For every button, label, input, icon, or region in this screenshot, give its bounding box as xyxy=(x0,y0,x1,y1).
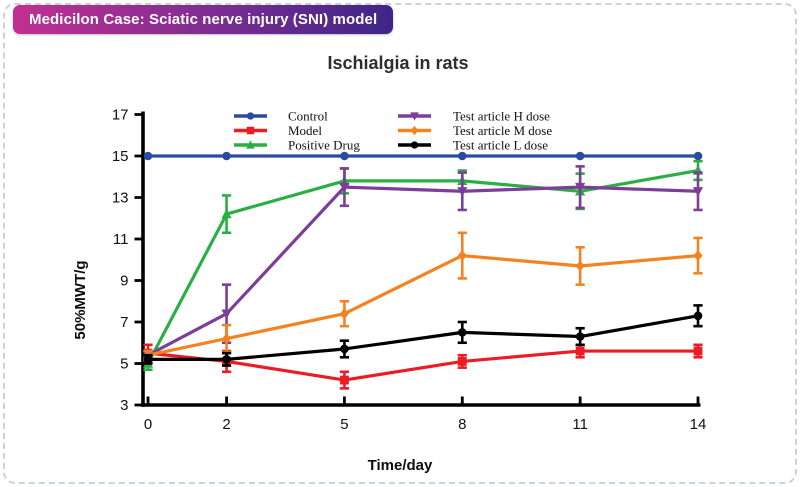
circle-marker xyxy=(340,344,349,354)
axes: 3 5 7 9 11 13 15 17 0 2 5 8 11 14 xyxy=(112,107,707,433)
x-tick-label: 11 xyxy=(572,416,588,433)
square-marker xyxy=(693,346,703,356)
triangle-down-marker xyxy=(339,182,350,193)
series-test-article-l-dose xyxy=(143,304,703,367)
x-axis-label: Time/day xyxy=(368,457,433,474)
diamond-marker xyxy=(410,125,419,136)
x-tick-label: 8 xyxy=(458,416,466,433)
diamond-marker xyxy=(575,260,585,272)
triangle-down-marker xyxy=(575,182,586,193)
y-tick-label: 17 xyxy=(112,107,129,124)
legend-label-test-article-h-dose: Test article H dose xyxy=(453,109,550,124)
square-marker xyxy=(575,346,585,356)
circle-marker xyxy=(410,141,419,149)
legend-item-positive-drug: Positive Drug xyxy=(234,138,360,153)
y-tick-label: 15 xyxy=(112,148,129,165)
circle-marker xyxy=(143,151,153,161)
triangle-up-marker xyxy=(221,208,232,219)
legend-label-model: Model xyxy=(288,123,322,138)
circle-marker xyxy=(575,332,585,341)
y-tick-label: 5 xyxy=(120,356,128,373)
circle-marker xyxy=(143,355,153,364)
diamond-marker xyxy=(693,250,703,261)
legend-label-test-article-l-dose: Test article L dose xyxy=(453,138,548,153)
square-marker xyxy=(457,357,467,366)
case-badge-label: Medicilon Case: Sciatic nerve injury (SN… xyxy=(29,11,378,28)
circle-marker xyxy=(222,151,231,161)
circle-marker xyxy=(246,112,255,120)
circle-marker xyxy=(457,151,467,161)
diamond-marker xyxy=(221,333,232,344)
case-badge: Medicilon Case: Sciatic nerve injury (SN… xyxy=(13,5,394,34)
y-tick-label: 9 xyxy=(120,273,128,290)
triangle-down-marker xyxy=(692,187,704,197)
square-marker xyxy=(246,126,255,135)
circle-marker xyxy=(340,151,349,161)
legend-item-control: Control xyxy=(234,109,328,124)
diamond-marker xyxy=(457,250,467,261)
x-tick-label: 14 xyxy=(690,416,707,433)
triangle-down-marker xyxy=(410,112,419,121)
legend-item-test-article-h-dose: Test article H dose xyxy=(398,109,550,124)
series-line-test-article-m-dose xyxy=(147,254,699,357)
diamond-marker xyxy=(339,308,350,320)
circle-marker xyxy=(575,151,585,161)
legend-label-test-article-m-dose: Test article M dose xyxy=(453,123,552,138)
legend-label-control: Control xyxy=(288,109,328,124)
series-control xyxy=(143,151,703,161)
triangle-down-marker xyxy=(221,309,232,320)
y-axis-label: 50%MWT/g xyxy=(72,260,89,339)
y-tick-label: 3 xyxy=(120,397,128,414)
circle-marker xyxy=(457,328,467,337)
series-line-positive-drug xyxy=(146,168,699,365)
legend-item-model: Model xyxy=(234,123,322,138)
legend-item-test-article-m-dose: Test article M dose xyxy=(398,123,552,138)
y-tick-label: 13 xyxy=(112,190,129,207)
circle-marker xyxy=(693,311,703,321)
circle-marker xyxy=(693,151,703,161)
x-tick-label: 5 xyxy=(340,416,348,433)
square-marker xyxy=(340,375,349,385)
series-line-test-article-l-dose xyxy=(148,314,699,361)
plot-area: 3 5 7 9 11 13 15 17 0 2 5 8 11 14 xyxy=(112,107,707,433)
x-tick-label: 2 xyxy=(222,416,230,433)
circle-marker xyxy=(222,355,231,364)
chart-title: Ischialgia in rats xyxy=(327,53,468,73)
legend-label-positive-drug: Positive Drug xyxy=(288,138,360,153)
y-tick-label: 11 xyxy=(113,231,129,248)
x-tick-label: 0 xyxy=(144,416,152,433)
triangle-down-marker xyxy=(457,187,468,197)
series-test-article-h-dose xyxy=(142,165,704,361)
y-tick-label: 7 xyxy=(120,314,128,331)
series-line-test-article-h-dose xyxy=(147,185,699,357)
triangle-up-marker xyxy=(246,140,255,149)
legend-item-test-article-l-dose: Test article L dose xyxy=(398,138,548,153)
